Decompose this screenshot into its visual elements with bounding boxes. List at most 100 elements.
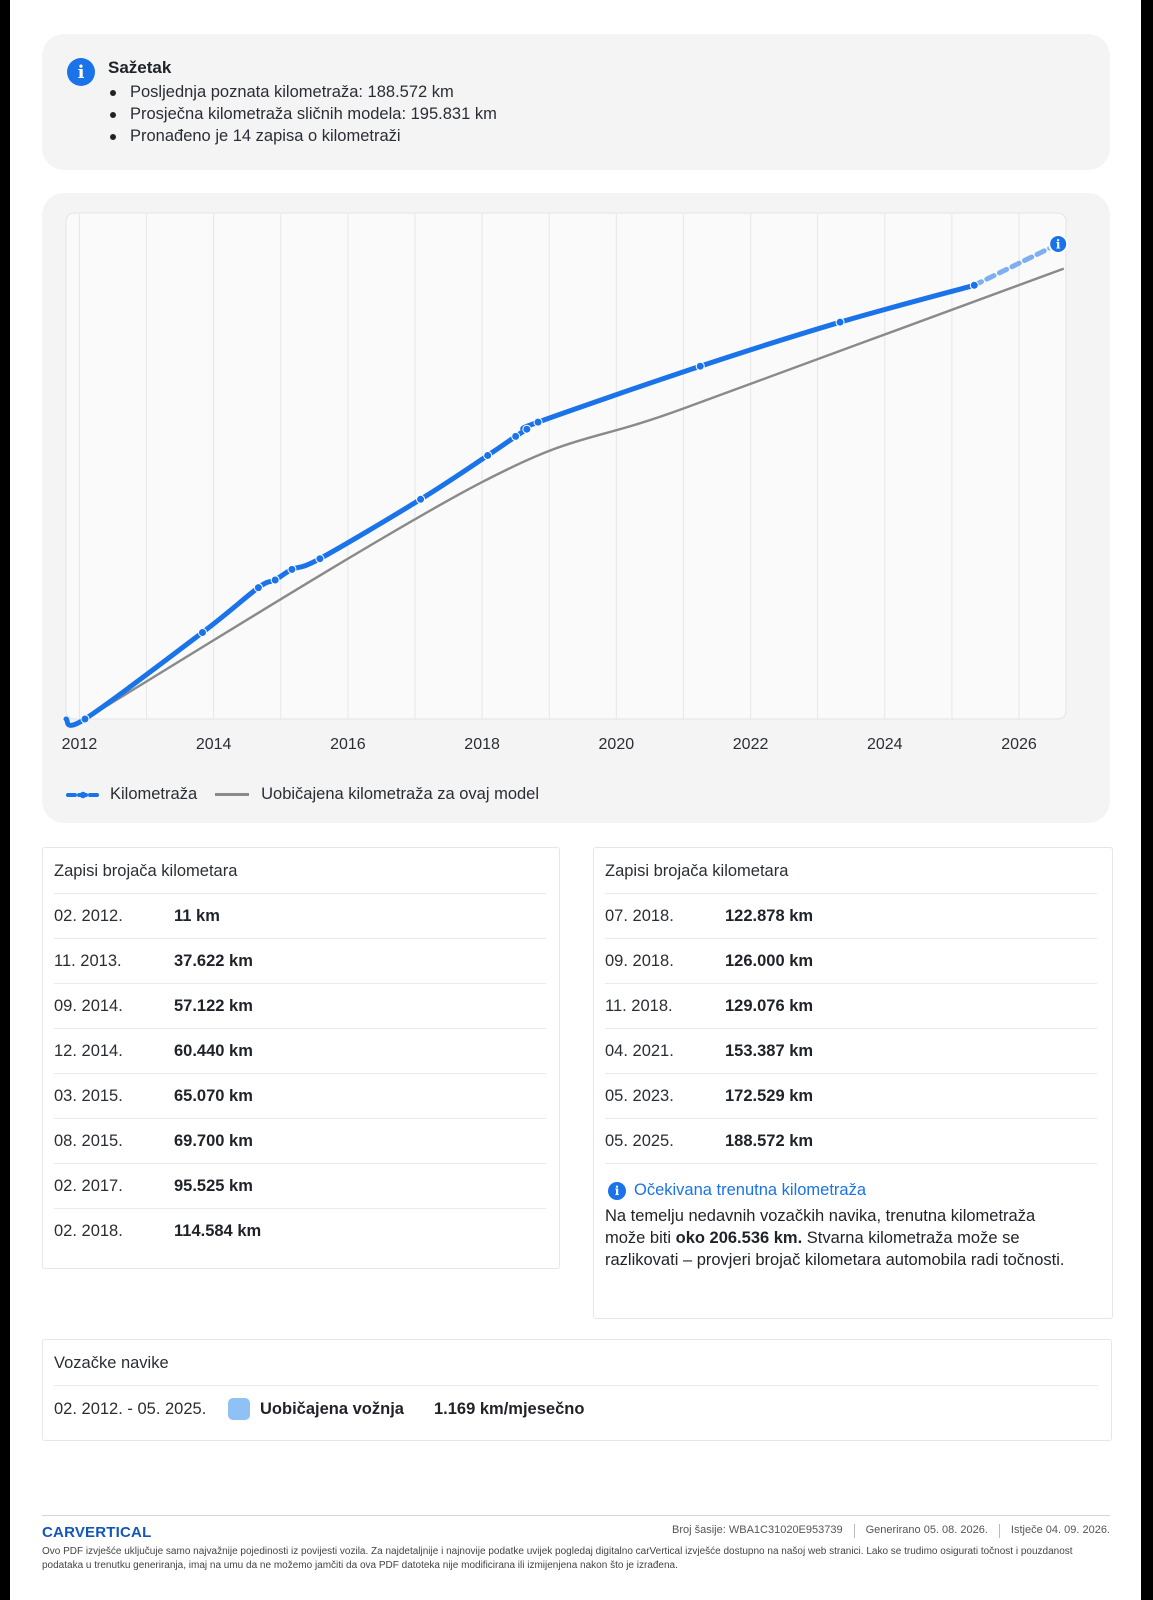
carvertical-logo: CARVERTICAL (42, 1524, 152, 1541)
habits-title: Vozačke navike (54, 1354, 169, 1372)
expected-mileage-title: Očekivana trenutna kilometraža (634, 1181, 867, 1199)
data-point (288, 565, 296, 573)
record-km: 153.387 km (725, 1042, 814, 1060)
table-row: 08. 2015. 69.700 km (54, 1118, 546, 1164)
chart-legend: Kilometraža Uobičajena kilometraža za ov… (66, 785, 539, 804)
record-date: 05. 2025. (605, 1132, 674, 1150)
odometer-records-table-left: Zapisi brojača kilometara 02. 2012. 11 km… (42, 847, 560, 1269)
data-point (836, 318, 844, 326)
mileage-chart: 2012 2014 2016 2018 2020 2022 2024 2026 i (62, 212, 1069, 753)
legend-typical-swatch (215, 793, 250, 796)
expected-mileage-text: Na temelju nedavnih vozačkih navika, tre… (605, 1205, 1075, 1271)
record-km: 69.700 km (174, 1132, 253, 1150)
record-date: 12. 2014. (54, 1042, 123, 1060)
record-date: 09. 2014. (54, 997, 123, 1015)
summary-item: Pronađeno je 14 zapisa o kilometraži (108, 125, 497, 147)
record-km: 95.525 km (174, 1177, 253, 1195)
x-tick-label: 2012 (62, 736, 98, 753)
info-icon: i (608, 1181, 626, 1200)
record-km: 129.076 km (725, 997, 814, 1015)
table-title: Zapisi brojača kilometara (54, 862, 238, 880)
habits-rate: 1.169 km/mjesečno (434, 1400, 585, 1418)
info-icon: i (67, 58, 95, 86)
record-date: 04. 2021. (605, 1042, 674, 1060)
table-row: 05. 2025. 188.572 km (605, 1118, 1097, 1164)
table-row: 09. 2014. 57.122 km (54, 983, 546, 1029)
record-date: 02. 2017. (54, 1177, 123, 1195)
divider (998, 1524, 1000, 1538)
habits-color-swatch (228, 1398, 250, 1420)
data-point (254, 584, 262, 592)
summary-item: Posljednja poznata kilometraža: 188.572 … (108, 81, 497, 103)
record-date: 03. 2015. (54, 1087, 123, 1105)
record-date: 07. 2018. (605, 907, 674, 925)
data-point (316, 555, 324, 563)
expected-mileage-heading: i Očekivana trenutna kilometraža (608, 1181, 866, 1200)
legend-typical-label: Uobičajena kilometraža za ovaj model (261, 785, 540, 803)
plot-area (65, 212, 1067, 720)
record-km: 188.572 km (725, 1132, 814, 1150)
data-point (81, 715, 89, 723)
record-date: 05. 2023. (605, 1087, 674, 1105)
table-row: 04. 2021. 153.387 km (605, 1028, 1097, 1074)
x-tick-label: 2026 (1001, 736, 1037, 753)
expected-text-before: Na temelju nedavnih vozačkih navika, tre… (605, 1207, 1036, 1247)
data-point (696, 362, 704, 370)
record-date: 08. 2015. (54, 1132, 123, 1150)
record-km: 65.070 km (174, 1087, 253, 1105)
x-tick-label: 2020 (599, 736, 635, 753)
vin-number: Broj šasije: WBA1C31020E953739 (672, 1524, 843, 1536)
table-row: 03. 2015. 65.070 km (54, 1073, 546, 1119)
data-point (271, 576, 279, 584)
record-date: 02. 2012. (54, 907, 123, 925)
footer-meta: Broj šasije: WBA1C31020E953739 Generiran… (672, 1524, 1110, 1538)
table-row: 02. 2012. 11 km (54, 893, 546, 939)
table-row: 05. 2023. 172.529 km (605, 1073, 1097, 1119)
expected-text-after: Stvarna kilometraža može se razlikovati … (605, 1229, 1065, 1269)
record-date: 09. 2018. (605, 952, 674, 970)
legend-mileage-swatch (66, 790, 100, 800)
table-row: 02. 2018. 114.584 km (54, 1208, 546, 1254)
mileage-chart-card: 2012 2014 2016 2018 2020 2022 2024 2026 i Kilome… (42, 193, 1110, 823)
data-point (970, 281, 978, 289)
summary-item: Prosječna kilometraža sličnih modela: 19… (108, 103, 497, 125)
x-tick-label: 2022 (733, 736, 769, 753)
habits-row: 02. 2012. - 05. 2025. Uobičajena vožnja … (54, 1385, 1098, 1440)
data-point (534, 418, 542, 426)
x-tick-label: 2014 (196, 736, 232, 753)
report-page: i Sažetak Posljednja poznata kilometraža… (10, 0, 1141, 1600)
record-km: 122.878 km (725, 907, 814, 925)
disclaimer: Ovo PDF izvješće uključuje samo najvažni… (42, 1546, 1073, 1571)
table-row: 12. 2014. 60.440 km (54, 1028, 546, 1074)
data-point (484, 451, 492, 459)
record-date: 02. 2018. (54, 1222, 123, 1240)
data-point (523, 425, 531, 433)
projection-info-marker (1048, 233, 1069, 254)
record-km: 37.622 km (174, 952, 253, 970)
projection-line (971, 241, 1061, 288)
legend-mileage-label: Kilometraža (110, 785, 198, 803)
summary-title: Sažetak (108, 58, 172, 77)
odometer-records-table-right: Zapisi brojača kilometara 07. 2018. 122.8… (593, 847, 1113, 1319)
table-row: 02. 2017. 95.525 km (54, 1163, 546, 1209)
x-tick-label: 2018 (464, 736, 500, 753)
table-row: 11. 2018. 129.076 km (605, 983, 1097, 1029)
habits-range: 02. 2012. - 05. 2025. (54, 1400, 207, 1418)
record-km: 172.529 km (725, 1087, 814, 1105)
record-km: 11 km (174, 907, 220, 925)
record-date: 11. 2018. (605, 997, 673, 1015)
x-tick-label: 2016 (330, 736, 366, 753)
x-tick-label: 2024 (867, 736, 903, 753)
summary-list: Posljednja poznata kilometraža: 188.572 … (108, 81, 497, 147)
summary-card: i Sažetak Posljednja poznata kilometraža… (42, 34, 1110, 170)
record-km: 126.000 km (725, 952, 814, 970)
generated-date: Generirano 05. 08. 2026. (865, 1524, 988, 1536)
table-row: 11. 2013. 37.622 km (54, 938, 546, 984)
data-point (417, 495, 425, 503)
table-row: 09. 2018. 126.000 km (605, 938, 1097, 984)
mileage-line (63, 282, 977, 728)
record-km: 114.584 km (174, 1222, 262, 1240)
expected-value: oko 206.536 km. (675, 1229, 803, 1247)
record-date: 11. 2013. (54, 952, 122, 970)
table-title: Zapisi brojača kilometara (605, 862, 789, 880)
